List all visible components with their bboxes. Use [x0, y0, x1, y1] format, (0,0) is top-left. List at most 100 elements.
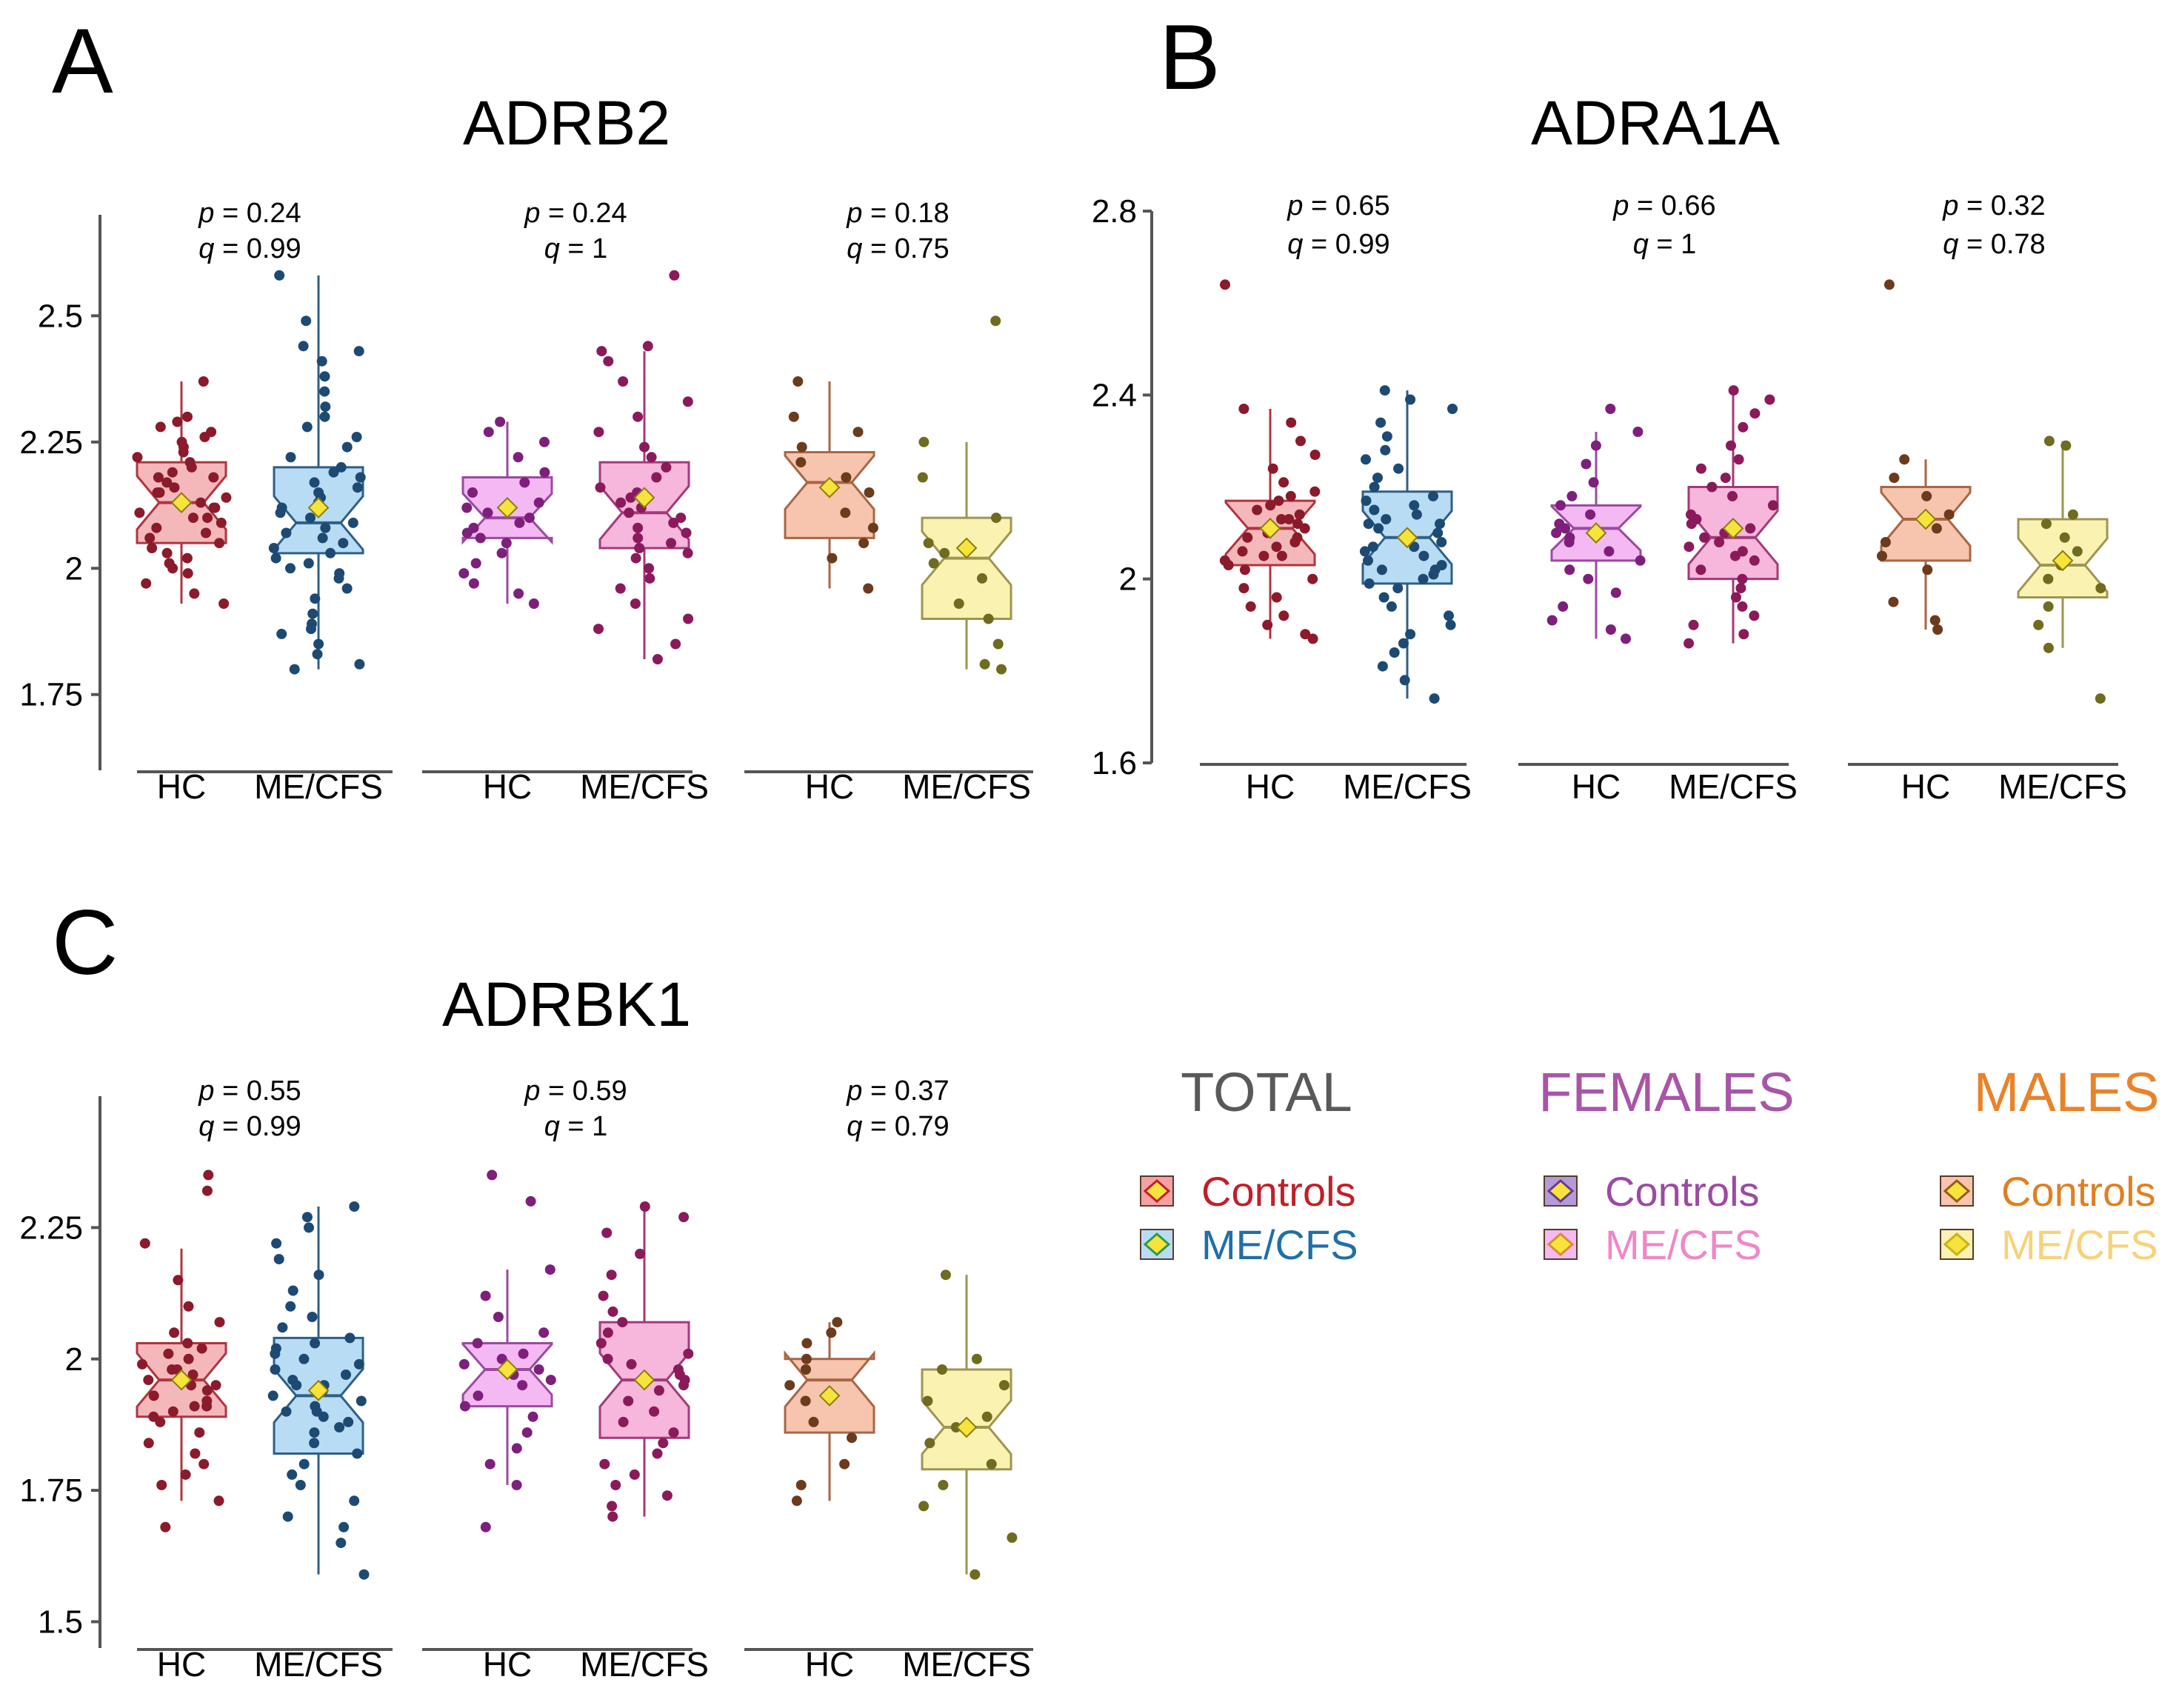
data-point: [544, 1264, 555, 1275]
data-point: [1706, 481, 1718, 493]
data-point: [1737, 601, 1748, 612]
data-point: [285, 1301, 296, 1312]
data-point: [2043, 642, 2054, 653]
data-point: [1764, 394, 1775, 405]
data-point: [937, 1364, 947, 1375]
data-point: [928, 558, 939, 569]
data-point: [475, 533, 486, 544]
p-value: = 0.55: [222, 1075, 301, 1107]
data-point: [169, 1327, 180, 1338]
q-value: = 0.78: [1966, 229, 2046, 260]
data-point: [615, 497, 627, 508]
data-point: [1359, 546, 1370, 557]
data-point: [275, 507, 286, 518]
data-point: [1307, 573, 1318, 584]
data-point: [1245, 601, 1256, 612]
data-point: [1888, 596, 1899, 607]
data-point: [349, 1495, 360, 1507]
data-point: [268, 543, 279, 553]
q-value: = 1: [567, 1111, 607, 1142]
data-point: [1714, 537, 1725, 547]
data-point: [528, 598, 539, 609]
mean-marker: [2052, 550, 2074, 572]
p-value: = 0.66: [1637, 190, 1716, 221]
data-point: [270, 553, 281, 564]
data-point: [484, 1458, 495, 1470]
data-point: [1737, 546, 1748, 557]
data-point: [625, 492, 636, 503]
data-point: [525, 1195, 536, 1207]
data-point: [618, 376, 629, 387]
data-point: [651, 472, 662, 483]
data-point: [341, 1370, 351, 1380]
category-label-mecfs: ME/CFS: [902, 1645, 1031, 1684]
data-point: [593, 427, 604, 438]
y-tick-label: 1.75: [19, 677, 83, 713]
legend-entry-mecfs: ME/CFS: [2001, 1221, 2158, 1268]
data-point: [795, 457, 807, 468]
category-label-hc: HC: [1246, 767, 1295, 806]
data-point: [201, 1401, 213, 1412]
data-point: [652, 1448, 663, 1459]
box-mecfs: [268, 270, 366, 675]
data-point: [626, 1358, 637, 1370]
data-point: [281, 1406, 292, 1417]
mean-marker: [633, 1369, 655, 1391]
data-point: [1720, 473, 1731, 484]
box-mecfs: [2017, 436, 2109, 704]
data-point: [981, 1411, 992, 1422]
category-label-hc: HC: [157, 1645, 206, 1684]
q-value-label: q = 1: [1633, 229, 1697, 260]
data-point: [282, 1511, 293, 1522]
q-value: = 0.99: [1311, 229, 1390, 260]
legend-group-males: MALES Controls ME/CFS: [1940, 1061, 2159, 1268]
y-tick-label: 2.5: [38, 298, 83, 334]
box-hc: [1546, 404, 1646, 644]
data-point: [918, 436, 930, 447]
data-point: [1381, 431, 1392, 442]
p-value-label: p = 0.37: [846, 1075, 949, 1107]
data-point: [658, 1438, 669, 1449]
data-point: [635, 1248, 646, 1259]
p-value: = 0.24: [548, 198, 627, 229]
data-point: [1733, 454, 1744, 465]
mean-marker: [1915, 508, 1937, 530]
data-point: [990, 316, 1001, 327]
p-value-label: p = 0.24: [198, 198, 301, 229]
data-point: [182, 568, 193, 579]
data-point: [979, 658, 990, 670]
q-symbol: q: [544, 1111, 568, 1142]
data-point: [1899, 454, 1910, 465]
data-point: [1220, 279, 1230, 290]
box-hc: [1219, 279, 1321, 644]
legend-group-females: FEMALES Controls ME/CFS: [1538, 1061, 1794, 1268]
data-point: [307, 608, 318, 619]
data-point: [661, 461, 672, 473]
q-symbol: q: [198, 1111, 222, 1142]
data-point: [1398, 638, 1409, 649]
box-hc: [136, 1170, 227, 1532]
category-label-mecfs: ME/CFS: [254, 767, 383, 806]
q-symbol: q: [847, 1111, 870, 1142]
data-point: [349, 1201, 360, 1212]
data-point: [1363, 555, 1373, 566]
data-point: [678, 1212, 690, 1223]
legend-entry-mecfs: ME/CFS: [1201, 1221, 1358, 1268]
data-point: [218, 598, 230, 609]
data-point: [1007, 1532, 1018, 1543]
data-point: [183, 1353, 194, 1364]
data-point: [1239, 564, 1250, 576]
data-point: [1379, 385, 1390, 396]
data-point: [320, 522, 331, 533]
data-point: [1299, 523, 1310, 534]
data-point: [1262, 619, 1273, 630]
data-point: [524, 513, 535, 524]
data-point: [629, 1469, 640, 1480]
data-point: [199, 432, 210, 442]
data-point: [607, 1511, 618, 1522]
data-point: [196, 497, 206, 508]
p-value-label: p = 0.66: [1612, 190, 1715, 221]
data-point: [1632, 427, 1644, 437]
data-point: [1392, 583, 1404, 594]
